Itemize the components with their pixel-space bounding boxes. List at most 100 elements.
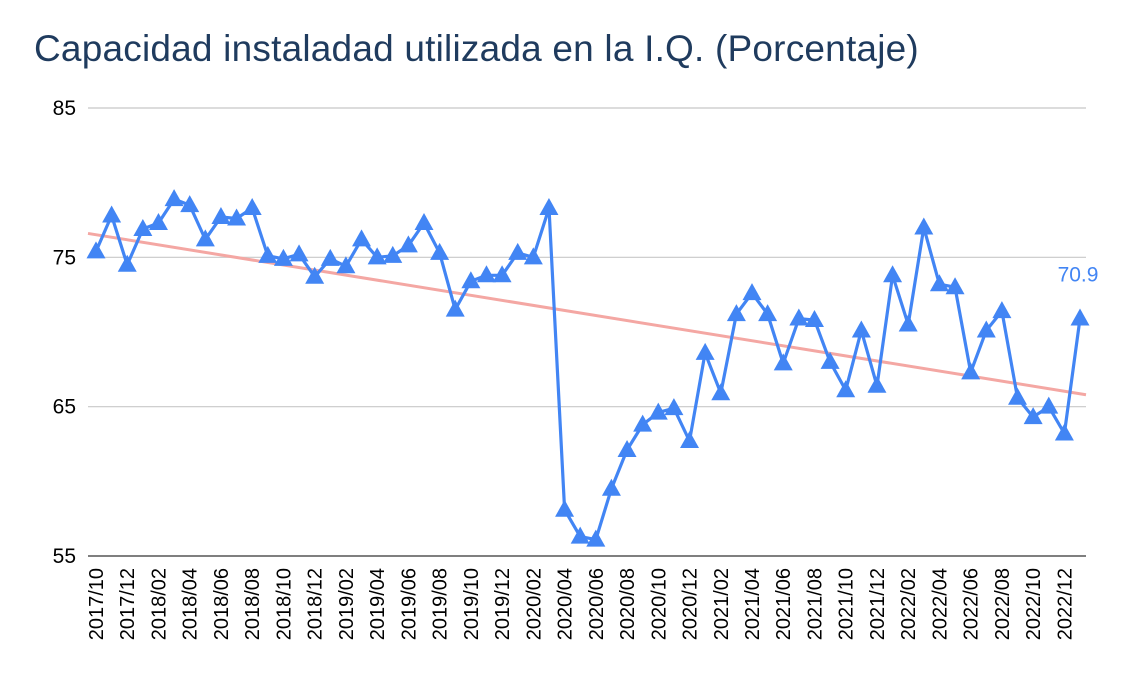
data-point-marker <box>211 207 231 225</box>
data-point-marker <box>617 439 637 457</box>
data-point-marker <box>883 265 903 283</box>
data-point-marker <box>586 529 606 547</box>
x-tick-label: 2020/02 <box>523 568 545 640</box>
x-tick-label: 2017/12 <box>117 568 139 640</box>
x-tick-label: 2018/10 <box>273 568 295 640</box>
x-tick-label: 2021/06 <box>773 568 795 640</box>
series-line <box>94 197 1082 542</box>
x-tick-label: 2018/08 <box>242 568 264 640</box>
data-point-marker <box>1023 407 1043 425</box>
data-point-marker <box>148 212 168 230</box>
data-point-marker <box>633 414 653 432</box>
data-point-marker <box>1070 308 1090 326</box>
series-layer <box>86 189 1090 547</box>
data-point-marker <box>789 308 809 326</box>
data-point-marker <box>914 217 934 235</box>
x-tick-label: 2018/12 <box>305 568 327 640</box>
data-point-marker <box>945 277 965 295</box>
data-point-marker <box>367 247 387 265</box>
x-tick-label: 2022/08 <box>992 568 1014 640</box>
x-tick-label: 2022/12 <box>1054 568 1076 640</box>
x-tick-label: 2019/12 <box>492 568 514 640</box>
data-point-marker <box>648 402 668 420</box>
data-point-marker <box>445 299 465 317</box>
x-axis-tick-labels: 2017/10 2017/12 2018/02 2018/04 2018/06 2018/… <box>86 568 1076 640</box>
y-axis-tick-labels: 55 65 75 85 <box>53 97 76 568</box>
data-point-marker <box>898 314 918 332</box>
x-tick-label: 2017/10 <box>86 568 108 640</box>
x-tick-label: 2019/02 <box>336 568 358 640</box>
data-point-marker <box>305 266 325 284</box>
x-tick-label: 2021/08 <box>804 568 826 640</box>
data-point-marker <box>117 254 137 272</box>
x-tick-label: 2018/06 <box>211 568 233 640</box>
x-tick-label: 2021/04 <box>742 568 764 640</box>
data-point-marker <box>1039 396 1059 414</box>
data-point-marker <box>523 247 543 265</box>
data-point-marker <box>570 526 590 544</box>
data-point-marker <box>289 244 309 262</box>
trendline-line <box>87 231 1087 397</box>
data-point-marker <box>976 320 996 338</box>
x-tick-label: 2020/12 <box>680 568 702 640</box>
x-tick-label: 2022/06 <box>961 568 983 640</box>
data-point-marker <box>992 301 1012 319</box>
data-point-marker <box>242 198 262 216</box>
data-point-marker <box>195 229 215 247</box>
data-point-marker <box>164 189 184 207</box>
data-point-marker <box>86 241 106 259</box>
x-tick-label: 2018/04 <box>180 568 202 640</box>
data-point-marker <box>804 310 824 328</box>
data-label-layer: 70.9 <box>1058 264 1099 287</box>
data-label: 70.9 <box>1058 264 1099 287</box>
x-tick-label: 2019/08 <box>430 568 452 640</box>
trendline <box>87 231 1087 397</box>
x-tick-label: 2022/02 <box>898 568 920 640</box>
x-tick-label: 2020/04 <box>555 568 577 640</box>
data-point-marker <box>273 248 293 266</box>
x-tick-label: 2020/10 <box>648 568 670 640</box>
data-point-marker <box>461 271 481 289</box>
data-point-marker <box>867 375 887 393</box>
x-tick-label: 2022/10 <box>1023 568 1045 640</box>
y-tick-label: 85 <box>53 97 76 120</box>
data-point-marker <box>820 351 840 369</box>
data-point-marker <box>742 283 762 301</box>
data-point-marker <box>508 242 528 260</box>
y-tick-label: 65 <box>53 396 76 419</box>
data-point-marker <box>851 320 871 338</box>
data-point-marker <box>680 431 700 449</box>
data-point-marker <box>555 499 575 517</box>
data-point-marker <box>102 205 122 223</box>
y-tick-label: 55 <box>53 545 76 568</box>
data-point-marker <box>320 248 340 266</box>
data-point-marker <box>133 218 153 236</box>
data-point-marker <box>1054 423 1074 441</box>
y-tick-label: 75 <box>53 246 76 269</box>
data-point-marker <box>664 398 684 416</box>
data-point-marker <box>476 265 496 283</box>
data-point-marker <box>258 245 278 263</box>
data-point-marker <box>383 245 403 263</box>
data-point-marker <box>414 212 434 230</box>
data-point-marker <box>352 229 372 247</box>
data-point-marker <box>180 195 200 213</box>
x-tick-label: 2019/10 <box>461 568 483 640</box>
x-tick-label: 2019/04 <box>367 568 389 640</box>
data-point-marker <box>227 208 247 226</box>
chart-title: Capacidad instaladad utilizada en la I.Q… <box>34 28 919 69</box>
x-tick-label: 2020/06 <box>586 568 608 640</box>
x-tick-label: 2022/04 <box>929 568 951 640</box>
x-tick-label: 2018/02 <box>148 568 170 640</box>
x-tick-label: 2020/08 <box>617 568 639 640</box>
x-tick-label: 2021/12 <box>867 568 889 640</box>
data-point-marker <box>492 265 512 283</box>
data-point-marker <box>1008 387 1028 405</box>
data-point-marker <box>961 362 981 380</box>
data-point-marker <box>773 353 793 371</box>
data-point-marker <box>929 274 949 292</box>
data-point-marker <box>836 380 856 398</box>
data-point-marker <box>726 304 746 322</box>
data-point-marker <box>336 256 356 274</box>
